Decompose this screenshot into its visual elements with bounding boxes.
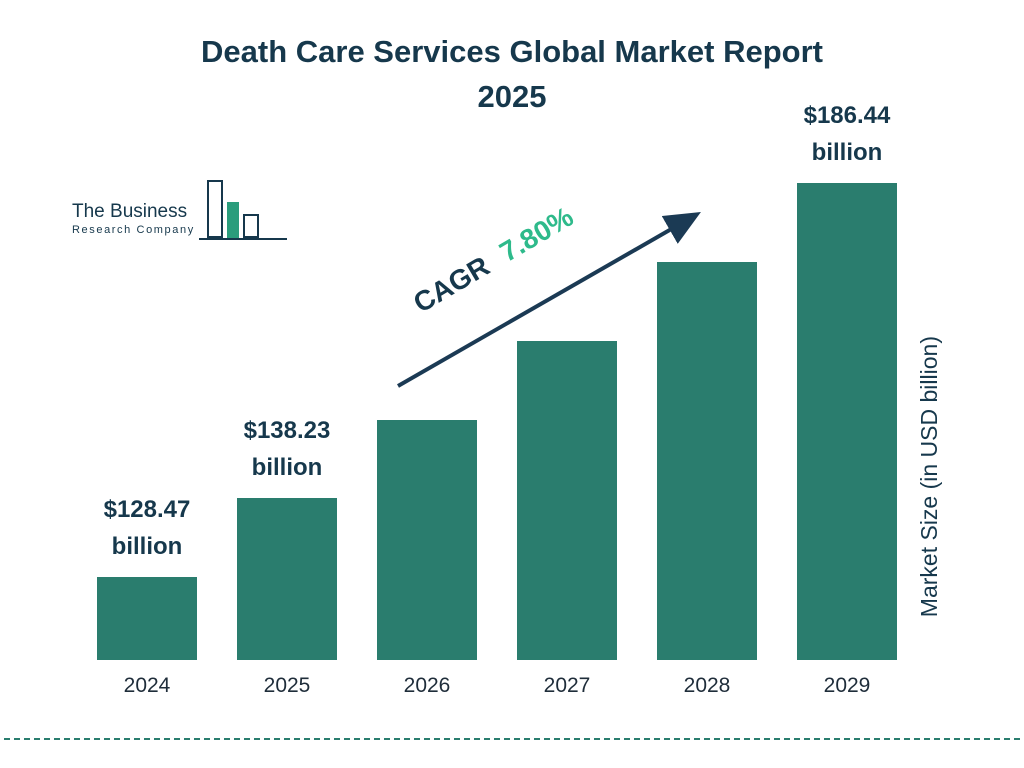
logo-text: The Business Research Company xyxy=(72,201,195,240)
value-label-2025: $138.23 billion xyxy=(243,416,331,481)
bar-chart: $128.47 billion 2024 $138.23 billion 2025 2026… xyxy=(97,97,897,700)
y-axis-label: Market Size (in USD billion) xyxy=(916,336,942,618)
bar-column-2025: $138.23 billion 2025 xyxy=(237,412,337,700)
x-axis-label-2024: 2024 xyxy=(123,674,171,697)
x-axis-label-2027: 2027 xyxy=(543,674,591,697)
x-axis-label-2028: 2028 xyxy=(683,674,731,697)
bar-column-2024: $128.47 billion 2024 xyxy=(97,491,197,700)
bar-column-2029: $186.44 billion 2029 xyxy=(797,97,897,700)
bar-2028 xyxy=(657,262,757,660)
bar-2025 xyxy=(237,498,337,660)
bar-2027 xyxy=(517,341,617,660)
x-axis-label-2025: 2025 xyxy=(263,674,311,697)
x-axis-label-2029: 2029 xyxy=(823,674,871,697)
bar-column-2026: 2026 xyxy=(377,420,477,700)
bottom-dashed-divider xyxy=(4,738,1020,740)
value-label-2029: $186.44 billion xyxy=(803,101,891,166)
logo-subname: Research Company xyxy=(72,224,195,236)
bar-2024 xyxy=(97,577,197,660)
x-axis-label-2026: 2026 xyxy=(403,674,451,697)
title-line-2: 2025 xyxy=(477,78,547,114)
logo-bar-outline-tall xyxy=(206,180,223,238)
bar-chart-icon xyxy=(198,176,287,240)
company-logo: The Business Research Company xyxy=(72,176,287,240)
bar-2026 xyxy=(377,420,477,660)
page-title: Death Care Services Global Market Report… xyxy=(0,30,1024,120)
logo-name: The Business xyxy=(72,201,188,222)
value-label-2024: $128.47 billion xyxy=(103,495,191,560)
title-line-1: Death Care Services Global Market Report xyxy=(201,34,823,69)
bar-column-2028: 2028 xyxy=(657,262,757,700)
bar-2029 xyxy=(797,183,897,660)
logo-bar-filled xyxy=(226,202,239,238)
bar-column-2027: 2027 xyxy=(517,341,617,700)
logo-bar-outline-small xyxy=(242,214,259,238)
